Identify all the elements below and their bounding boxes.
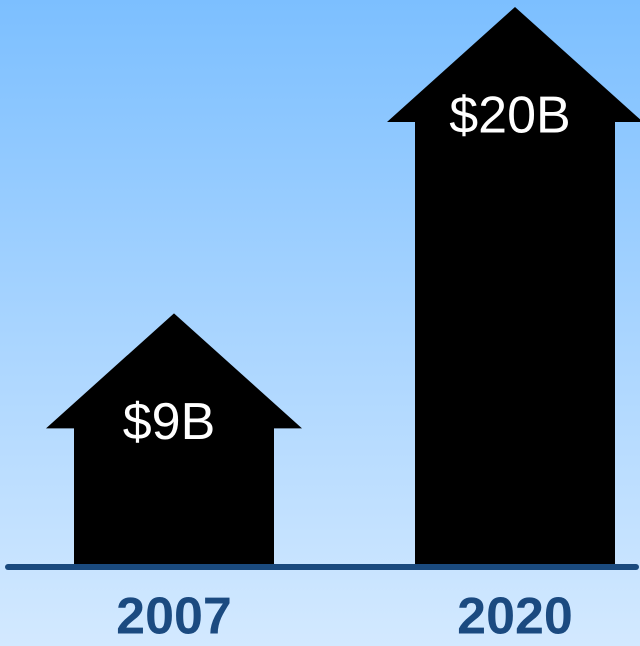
x-tick-label: 2020: [457, 588, 573, 646]
arrow-bar: [387, 7, 640, 564]
value-label: $20B: [449, 87, 570, 145]
value-label: $9B: [123, 393, 216, 451]
arrow-bar: [46, 313, 302, 564]
x-tick-label: 2007: [116, 588, 232, 646]
